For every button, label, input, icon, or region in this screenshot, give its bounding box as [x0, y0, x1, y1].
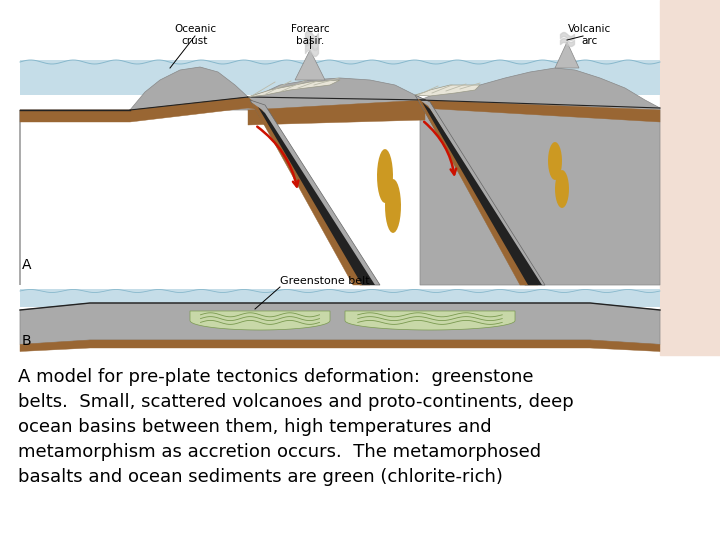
Polygon shape — [555, 170, 569, 208]
Polygon shape — [295, 50, 325, 80]
Polygon shape — [385, 179, 401, 233]
Polygon shape — [248, 100, 425, 125]
Polygon shape — [20, 303, 660, 345]
Text: Greenstone belt: Greenstone belt — [280, 276, 369, 286]
Text: Volcanic
arc: Volcanic arc — [568, 24, 611, 45]
Text: B: B — [22, 334, 32, 348]
Polygon shape — [420, 68, 660, 285]
Polygon shape — [555, 42, 579, 68]
Text: A model for pre-plate tectonics deformation:  greenstone
belts.  Small, scattere: A model for pre-plate tectonics deformat… — [18, 368, 574, 486]
Polygon shape — [248, 78, 425, 110]
Polygon shape — [418, 99, 538, 285]
Text: Oceanic
crust: Oceanic crust — [174, 24, 216, 45]
Bar — [20, 289, 660, 307]
Polygon shape — [377, 149, 393, 203]
Bar — [660, 0, 720, 355]
Bar — [20, 60, 660, 95]
Text: A: A — [22, 258, 32, 272]
Polygon shape — [420, 100, 660, 122]
Polygon shape — [415, 85, 480, 96]
Polygon shape — [20, 340, 660, 352]
Polygon shape — [258, 107, 375, 285]
Polygon shape — [252, 103, 370, 285]
Polygon shape — [422, 102, 542, 285]
Polygon shape — [20, 67, 260, 285]
Polygon shape — [415, 95, 545, 285]
Polygon shape — [548, 142, 562, 180]
Polygon shape — [250, 100, 380, 285]
Polygon shape — [345, 311, 515, 330]
Text: Forearc
basir.: Forearc basir. — [291, 24, 329, 45]
Polygon shape — [190, 311, 330, 330]
Polygon shape — [20, 97, 262, 122]
Polygon shape — [248, 80, 340, 97]
